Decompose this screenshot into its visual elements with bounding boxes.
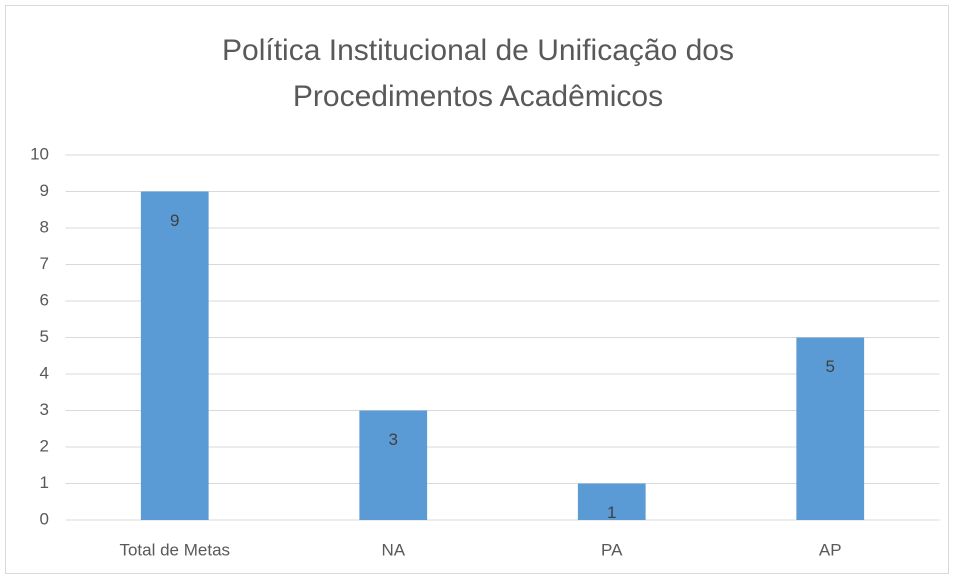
y-tick-label: 9 xyxy=(40,181,49,200)
x-tick-label: NA xyxy=(381,540,405,559)
chart-frame xyxy=(5,5,949,574)
bar xyxy=(796,337,865,520)
x-tick-label: AP xyxy=(819,540,842,559)
y-tick-label: 2 xyxy=(40,436,49,455)
y-tick-label: 0 xyxy=(40,509,49,528)
data-label: 3 xyxy=(389,430,398,449)
data-label: 9 xyxy=(170,211,179,230)
chart-title: Política Institucional de Unificação dos… xyxy=(222,34,734,113)
x-tick-label: PA xyxy=(601,540,623,559)
y-tick-label: 7 xyxy=(40,254,49,273)
bar xyxy=(140,191,209,520)
bar xyxy=(359,410,428,520)
data-label: 1 xyxy=(607,503,616,522)
y-tick-label: 5 xyxy=(40,327,49,346)
y-tick-label: 8 xyxy=(40,217,49,236)
y-tick-label: 1 xyxy=(40,473,49,492)
x-tick-label: Total de Metas xyxy=(119,540,230,559)
y-tick-label: 3 xyxy=(40,400,49,419)
bar xyxy=(577,483,646,520)
y-tick-label: 6 xyxy=(40,290,49,309)
y-tick-label: 10 xyxy=(30,144,49,163)
data-label: 5 xyxy=(826,357,835,376)
y-tick-label: 4 xyxy=(40,363,49,382)
